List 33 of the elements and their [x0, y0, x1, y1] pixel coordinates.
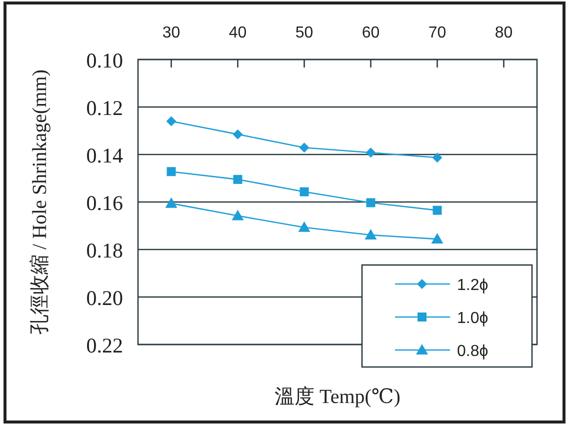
- point: [366, 198, 376, 208]
- x-tick-label: 50: [295, 24, 314, 42]
- y-tick-label: 0.22: [86, 334, 123, 358]
- legend-label: 1.0ϕ: [457, 310, 488, 327]
- x-tick-label: 30: [162, 24, 180, 42]
- x-tick-label: 70: [428, 24, 446, 42]
- y-tick-label: 0.16: [86, 191, 123, 215]
- point: [432, 206, 442, 215]
- legend-label: 1.2ϕ: [457, 277, 488, 294]
- y-tick-label: 0.14: [86, 144, 124, 168]
- point: [366, 148, 376, 158]
- point: [166, 167, 176, 176]
- x-axis-title: 溫度 Temp(℃): [274, 386, 400, 408]
- point: [298, 221, 310, 232]
- point: [364, 229, 377, 240]
- point: [431, 233, 444, 244]
- y-tick-label: 0.10: [86, 48, 123, 72]
- point: [232, 210, 244, 220]
- point: [166, 116, 176, 126]
- y-axis-title: 孔徑收縮 / Hole Shrinkage(mm): [29, 70, 51, 334]
- point: [232, 129, 243, 140]
- point: [432, 152, 442, 163]
- point: [299, 142, 310, 153]
- y-tick-label: 0.20: [86, 286, 123, 310]
- x-tick-label: 40: [228, 24, 247, 42]
- point: [300, 187, 309, 196]
- legend-label: 0.8ϕ: [457, 343, 488, 360]
- x-tick-label: 60: [362, 24, 380, 42]
- y-tick-label: 0.12: [86, 96, 123, 120]
- point: [233, 174, 242, 184]
- point: [165, 197, 178, 208]
- y-tick-label: 0.18: [86, 238, 123, 262]
- x-tick-label: 80: [494, 24, 513, 42]
